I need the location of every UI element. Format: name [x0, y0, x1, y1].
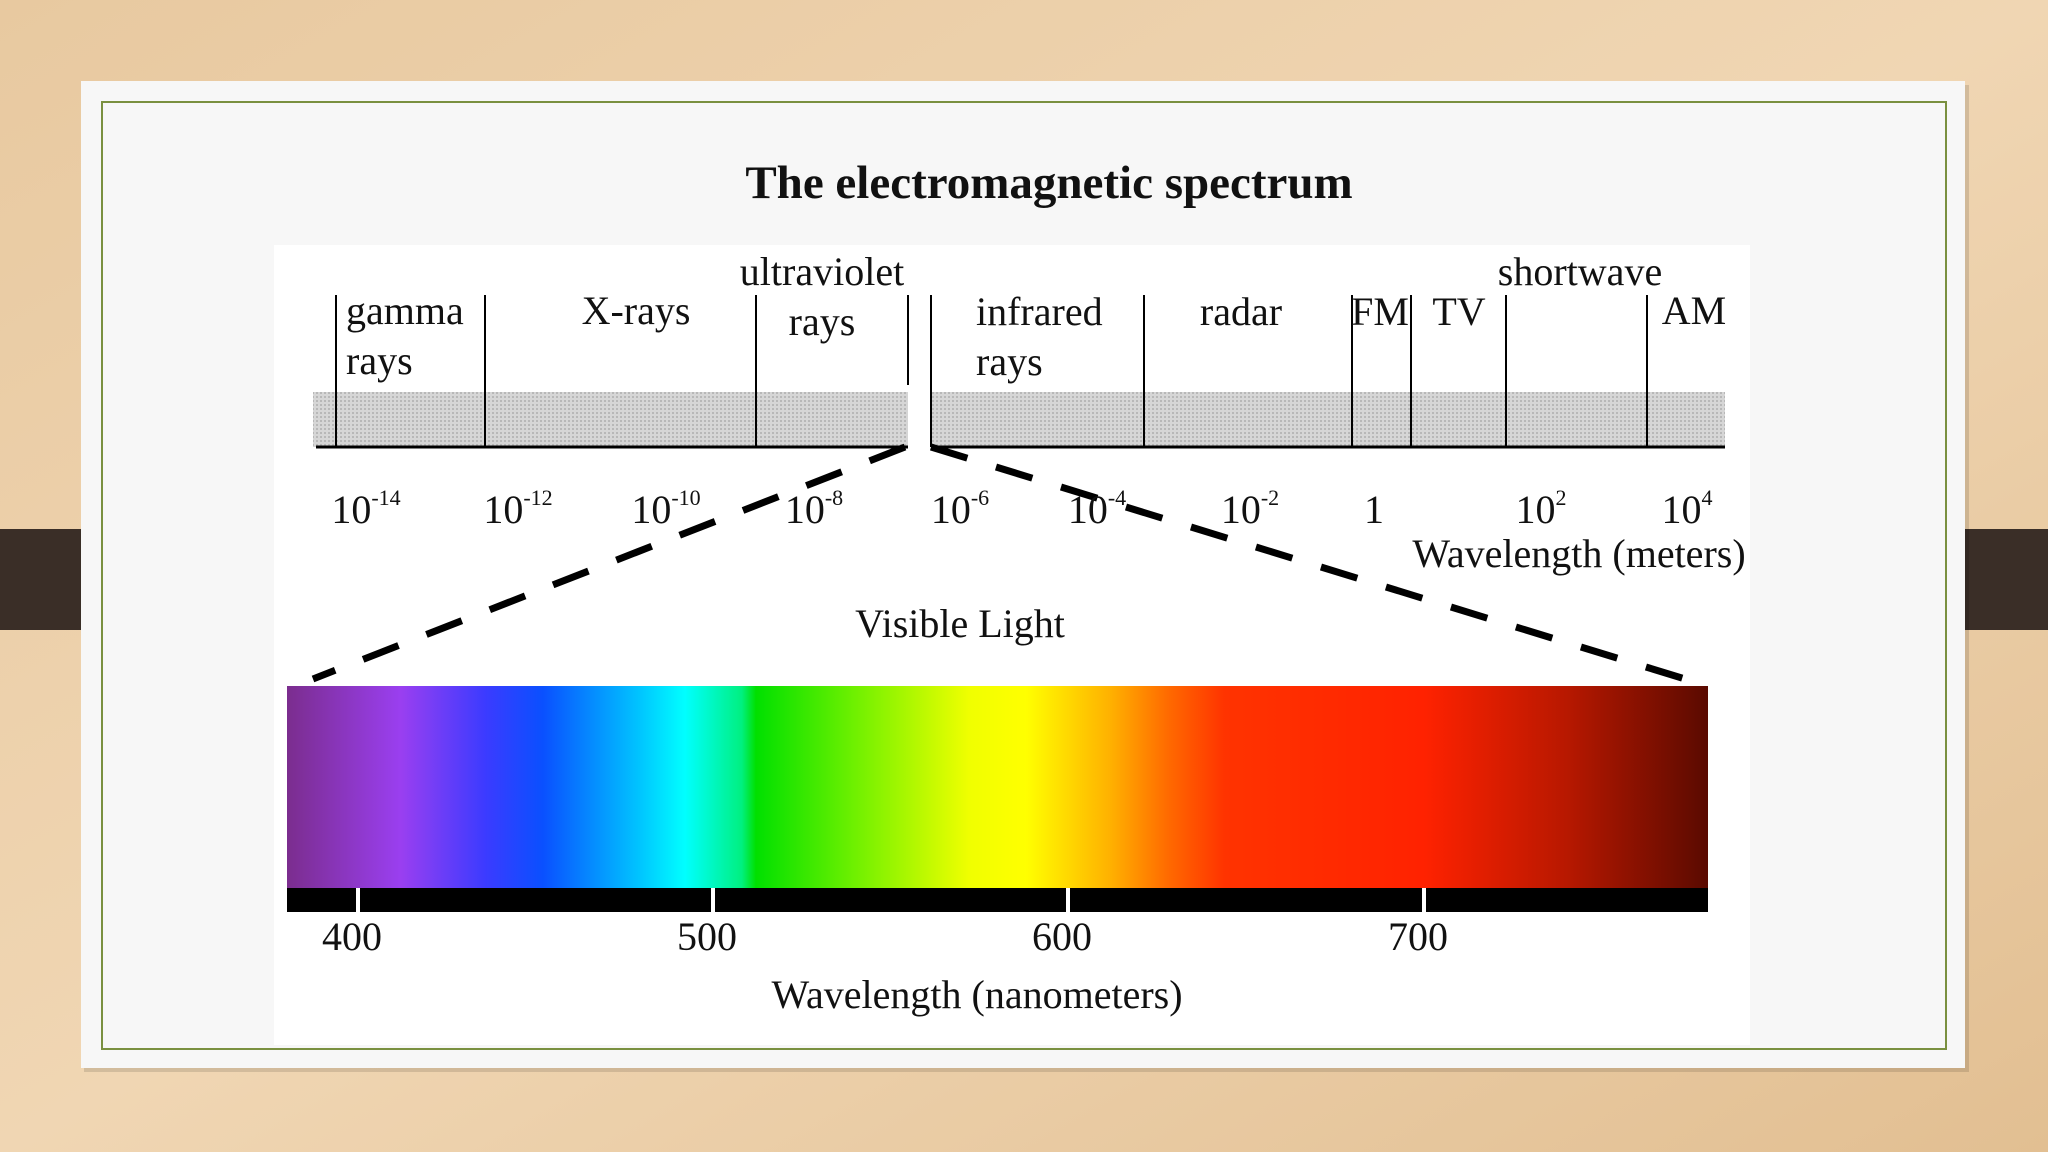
tick-base: 10	[1516, 487, 1556, 532]
visible-light-title: Visible Light	[855, 601, 1065, 646]
band-label: shortwave	[1498, 249, 1662, 294]
band-label: radar	[1200, 289, 1282, 334]
tick-base: 1	[1364, 487, 1384, 532]
tick-exponent: -4	[1108, 485, 1126, 510]
axis-label: Wavelength (nanometers)	[771, 972, 1182, 1017]
band-label: rays	[789, 299, 856, 344]
band-label: rays	[346, 338, 413, 383]
band-label: X-rays	[582, 288, 691, 333]
wavelength-tick-label: 104	[1662, 485, 1713, 532]
wavelength-tick-label: 10-6	[931, 485, 989, 532]
wavelength-tick-label: 10-8	[785, 485, 843, 532]
visible-spectrum	[287, 686, 1708, 888]
band-label: rays	[976, 339, 1043, 384]
tick-base: 10	[1662, 487, 1702, 532]
spectrum-band	[931, 392, 1725, 447]
tick-base: 10	[785, 487, 825, 532]
wavelength-tick-label: 10-14	[331, 485, 400, 532]
band-label: FM	[1351, 289, 1409, 334]
nm-tick-label: 500	[677, 914, 737, 959]
band-label: ultraviolet	[740, 249, 904, 294]
tick-exponent: -2	[1261, 485, 1279, 510]
zoom-lines	[311, 443, 1687, 683]
zoom-line	[311, 443, 907, 683]
wavelength-tick-label: 10-10	[631, 485, 700, 532]
tick-exponent: 4	[1702, 485, 1713, 510]
tick-base: 10	[1068, 487, 1108, 532]
wavelength-tick-label: 10-12	[483, 485, 552, 532]
wavelength-tick-label: 102	[1516, 485, 1567, 532]
band-label: TV	[1432, 289, 1485, 334]
tick-exponent: 2	[1556, 485, 1567, 510]
tick-exponent: -10	[671, 485, 700, 510]
nm-tick-label: 700	[1388, 914, 1448, 959]
nm-tick-label: 400	[322, 914, 382, 959]
tick-exponent: -12	[523, 485, 552, 510]
band-dividers	[335, 295, 1648, 447]
nm-scale-bar	[287, 888, 1708, 912]
wavelength-tick-label: 1	[1364, 487, 1384, 532]
band-label: AM	[1662, 288, 1726, 333]
tick-exponent: -8	[825, 485, 843, 510]
tick-base: 10	[931, 487, 971, 532]
tick-base: 10	[1221, 487, 1261, 532]
tick-base: 10	[631, 487, 671, 532]
wavelength-tick-label: 10-2	[1221, 485, 1279, 532]
labels: gamma rays X-rays ultraviolet rays infrared ra…	[322, 249, 1746, 1017]
axis-label: Wavelength (meters)	[1412, 531, 1745, 576]
spectrum-band	[313, 392, 908, 447]
band-label: gamma	[346, 288, 464, 333]
slide-title: The electromagnetic spectrum	[745, 157, 1352, 209]
wavelength-tick-label: 10-4	[1068, 485, 1126, 532]
nm-tick-label: 600	[1032, 914, 1092, 959]
band-label: infrared	[976, 289, 1103, 334]
tick-exponent: -14	[371, 485, 400, 510]
tick-exponent: -6	[971, 485, 989, 510]
tick-base: 10	[483, 487, 523, 532]
tick-base: 10	[331, 487, 371, 532]
slide-border	[101, 101, 1947, 1050]
